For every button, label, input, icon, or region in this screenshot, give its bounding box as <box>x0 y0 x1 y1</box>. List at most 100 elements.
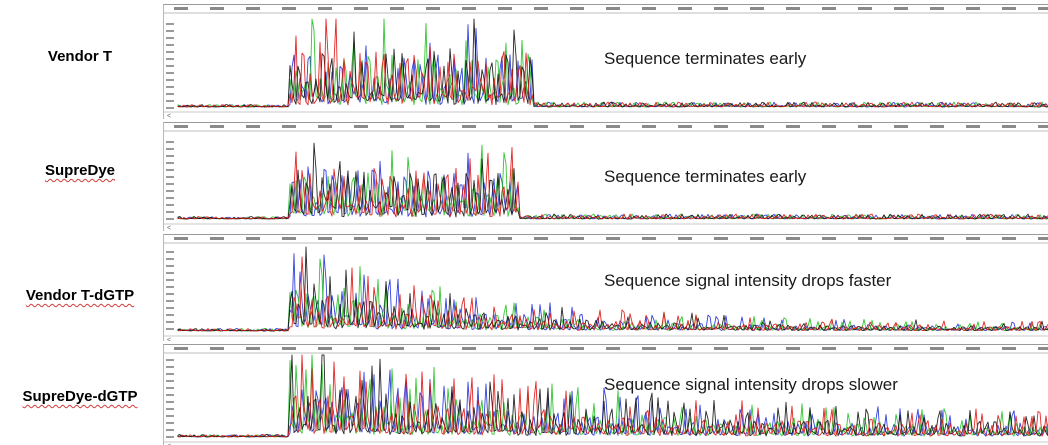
axis-tick-label <box>166 30 174 32</box>
ruler-tick-label <box>894 347 908 350</box>
axis-tick-label <box>166 65 174 67</box>
ruler-tick-label <box>642 237 656 240</box>
axis-tick-label <box>166 211 174 213</box>
chromatogram-trace-supredye-dgtp: < <box>164 347 1048 445</box>
axis-tick-label <box>166 183 174 185</box>
axis-tick-label <box>166 141 174 143</box>
ruler-tick-label <box>714 7 728 10</box>
row-label-vendor-t-dgtp: Vendor T-dGTP <box>0 287 160 304</box>
trace-line <box>177 246 1048 332</box>
ruler-tick-label <box>534 125 548 128</box>
chromatogram-trace-vendor-t: < <box>164 7 1048 119</box>
ruler-tick-label <box>606 125 620 128</box>
ruler-tick-label <box>534 347 548 350</box>
ruler-tick-label <box>1038 347 1048 350</box>
axis-tick-label <box>166 197 174 199</box>
ruler-tick-label <box>930 7 944 10</box>
ruler-tick-label <box>462 237 476 240</box>
axis-tick-label <box>166 286 174 288</box>
axis-tick-label <box>166 408 174 410</box>
axis-tick-label <box>166 380 174 382</box>
axis-tick-label <box>166 218 174 220</box>
row-label-vendor-t: Vendor T <box>0 48 160 65</box>
ruler-tick-label <box>750 347 764 350</box>
panel-caption: Sequence terminates early <box>604 49 807 68</box>
chromatogram-panel-vendor-t-dgtp: < Sequence signal intensity drops faster <box>163 234 1048 341</box>
axis-tick-label <box>166 359 174 361</box>
axis-tick-label <box>166 204 174 206</box>
ruler-tick-label <box>822 7 836 10</box>
axis-tick-label <box>166 293 174 295</box>
ruler-tick-label <box>1038 7 1048 10</box>
chromatogram-trace-vendor-t-dgtp: < <box>164 237 1048 341</box>
ruler-tick-label <box>966 7 980 10</box>
ruler-tick-label <box>282 347 296 350</box>
trace-line <box>177 253 1048 332</box>
ruler-tick-label <box>174 347 188 350</box>
ruler-tick-label <box>1038 125 1048 128</box>
row-label-text: Vendor T <box>47 48 113 65</box>
ruler-tick-label <box>498 347 512 350</box>
ruler-tick-label <box>174 237 188 240</box>
ruler-tick-label <box>174 7 188 10</box>
ruler-tick-label <box>318 237 332 240</box>
axis-tick-label <box>166 366 174 368</box>
panel-caption: Sequence signal intensity drops slower <box>604 375 898 394</box>
panel-caption: Sequence signal intensity drops faster <box>604 271 892 290</box>
ruler-tick-label <box>210 347 224 350</box>
row-label-text: SupreDye-dGTP <box>22 388 138 405</box>
ruler-tick-label <box>426 7 440 10</box>
ruler-tick-label <box>570 7 584 10</box>
axis-tick-label <box>166 169 174 171</box>
ruler-tick-label <box>750 237 764 240</box>
ruler-tick-label <box>210 7 224 10</box>
ruler-tick-label <box>426 125 440 128</box>
ruler-tick-label <box>786 7 800 10</box>
ruler-tick-label <box>426 347 440 350</box>
ruler-tick-label <box>858 7 872 10</box>
axis-tick-label <box>166 373 174 375</box>
ruler-tick-label <box>354 237 368 240</box>
ruler-tick-label <box>210 125 224 128</box>
chromatogram-panel-supredye-dgtp: < Sequence signal intensity drops slower <box>163 344 1048 445</box>
ruler-tick-label <box>390 347 404 350</box>
ruler-tick-label <box>246 347 260 350</box>
axis-tick-label <box>166 93 174 95</box>
axis-tick-label <box>166 314 174 316</box>
ruler-tick-label <box>246 7 260 10</box>
row-label-supredye-dgtp: SupreDye-dGTP <box>0 388 160 405</box>
ruler-tick-label <box>930 125 944 128</box>
axis-tick-label <box>166 190 174 192</box>
axis-tick-label <box>166 429 174 431</box>
ruler-tick-label <box>642 7 656 10</box>
ruler-tick-label <box>354 347 368 350</box>
trace-line <box>177 256 1048 332</box>
ruler-tick-label <box>822 237 836 240</box>
ruler-tick-label <box>750 7 764 10</box>
axis-tick-label <box>166 44 174 46</box>
axis-tick-label <box>166 162 174 164</box>
ruler-tick-label <box>354 125 368 128</box>
ruler-tick-label <box>498 7 512 10</box>
axis-tick-label <box>166 321 174 323</box>
ruler-tick-label <box>678 237 692 240</box>
axis-tick-label <box>166 258 174 260</box>
scroll-left-icon: < <box>167 113 171 119</box>
axis-tick-label <box>166 279 174 281</box>
axis-tick-label <box>166 51 174 53</box>
ruler-tick-label <box>318 7 332 10</box>
scroll-left-icon: < <box>167 225 171 231</box>
axis-tick-label <box>166 401 174 403</box>
ruler-tick-label <box>1002 347 1016 350</box>
ruler-tick-label <box>390 7 404 10</box>
ruler-tick-label <box>678 125 692 128</box>
ruler-tick-label <box>210 237 224 240</box>
chromatogram-trace-supredye: < <box>164 125 1048 231</box>
ruler-tick-label <box>606 7 620 10</box>
ruler-tick-label <box>246 237 260 240</box>
ruler-tick-label <box>894 125 908 128</box>
ruler-tick-label <box>1002 237 1016 240</box>
axis-tick-label <box>166 422 174 424</box>
ruler-tick-label <box>390 125 404 128</box>
axis-tick-label <box>166 265 174 267</box>
